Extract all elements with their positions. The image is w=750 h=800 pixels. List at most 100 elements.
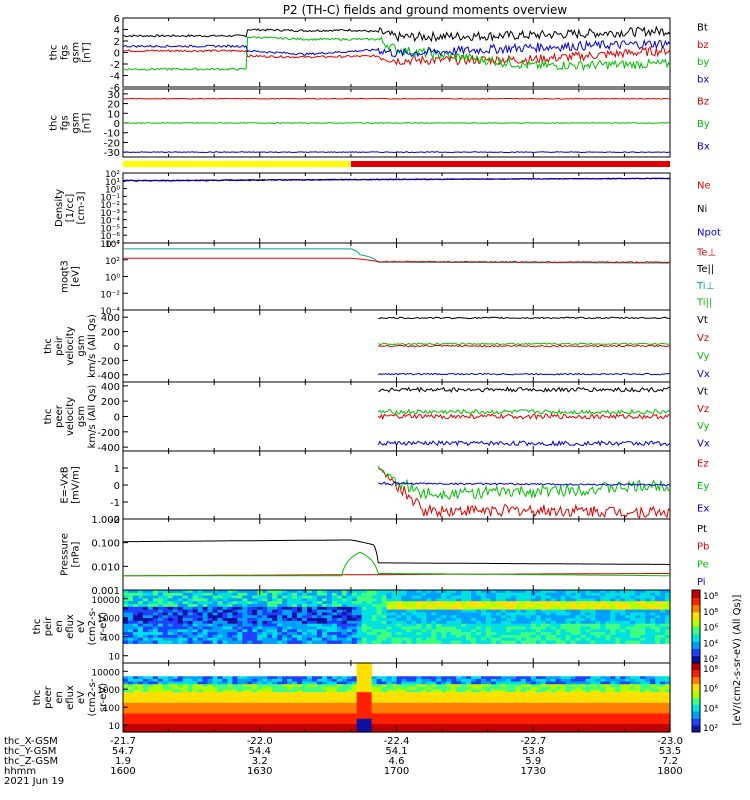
spectrogram-cell bbox=[461, 716, 467, 720]
spectrogram-cell bbox=[302, 618, 308, 622]
spectrogram-cell bbox=[570, 724, 577, 728]
spectrogram-cell bbox=[481, 689, 487, 693]
spectrogram-cell bbox=[650, 595, 656, 600]
spectrogram-cell bbox=[272, 637, 278, 642]
spectrogram-cell bbox=[446, 694, 452, 699]
spectrogram-cell bbox=[361, 681, 368, 685]
spectrogram-cell bbox=[321, 716, 328, 720]
colorbar-cell bbox=[692, 593, 700, 596]
spectrogram-cell bbox=[292, 615, 298, 619]
spectrogram-cell bbox=[346, 601, 353, 605]
spectrogram-cell bbox=[351, 637, 358, 642]
spectrogram-cell bbox=[182, 592, 189, 597]
spectrogram-cell bbox=[336, 618, 343, 622]
spectrogram-cell bbox=[391, 612, 398, 616]
spectrogram-cell bbox=[635, 632, 641, 636]
spectrogram-cell bbox=[476, 590, 482, 594]
spectrogram-cell bbox=[137, 718, 144, 722]
spectrogram-cell bbox=[381, 713, 388, 717]
spectrogram-cell bbox=[490, 692, 497, 696]
spectrogram-cell bbox=[212, 729, 219, 733]
spectrogram-cell bbox=[282, 702, 288, 707]
spectrogram-cell bbox=[267, 684, 273, 688]
spectrogram-cell bbox=[585, 713, 592, 717]
spectrogram-cell bbox=[620, 637, 626, 642]
spectrogram-cell bbox=[540, 718, 547, 722]
spectrogram-cell bbox=[530, 713, 537, 717]
spectrogram-cell bbox=[321, 705, 328, 709]
spectrogram-cell bbox=[630, 705, 636, 709]
spectrogram-cell bbox=[406, 606, 413, 611]
spectrogram-cell bbox=[510, 595, 517, 600]
spectrogram-cell bbox=[645, 694, 651, 699]
spectrogram-cell bbox=[550, 606, 557, 611]
spectrogram-cell bbox=[242, 637, 248, 642]
spectrogram-cell bbox=[515, 612, 522, 616]
spectrogram-cell bbox=[267, 692, 273, 696]
spectrogram-cell bbox=[540, 716, 547, 720]
spectrogram-cell bbox=[486, 692, 492, 696]
spectrogram-cell bbox=[351, 713, 358, 717]
spectrogram-cell bbox=[476, 726, 482, 730]
spectrogram-cell bbox=[471, 590, 477, 594]
spectrogram-cell bbox=[620, 632, 626, 636]
spectrogram-cell bbox=[466, 620, 472, 625]
spectrogram-cell bbox=[630, 592, 636, 597]
spectrogram-cell bbox=[426, 634, 432, 639]
spectrogram-cell bbox=[386, 590, 393, 594]
spectrogram-cell bbox=[192, 632, 199, 636]
spectrogram-cell bbox=[346, 726, 353, 730]
spectrogram-cell bbox=[426, 632, 432, 636]
spectrogram-cell bbox=[202, 686, 209, 691]
spectrogram-cell bbox=[366, 626, 373, 630]
spectrogram-cell bbox=[461, 694, 467, 699]
spectrogram-cell bbox=[341, 609, 348, 614]
spectrogram-cell bbox=[326, 618, 333, 622]
spectrogram-cell bbox=[272, 623, 278, 628]
spectrogram-cell bbox=[316, 694, 323, 699]
spectrogram-cell bbox=[560, 697, 567, 701]
spectrogram-cell bbox=[197, 692, 204, 696]
spectrogram-cell bbox=[471, 606, 477, 611]
spectrogram-cell bbox=[292, 700, 298, 704]
spectrogram-cell bbox=[227, 697, 233, 701]
spectrogram-cell bbox=[406, 708, 413, 712]
spectrogram-cell bbox=[590, 615, 597, 619]
spectrogram-cell bbox=[416, 721, 422, 725]
spectrogram-cell bbox=[127, 676, 134, 680]
spectrogram-cell bbox=[287, 620, 293, 625]
spectrogram-cell bbox=[172, 637, 179, 642]
spectrogram-cell bbox=[302, 716, 308, 720]
spectrogram-cell bbox=[575, 681, 582, 685]
spectrogram-cell bbox=[302, 684, 308, 688]
spectrogram-cell bbox=[123, 598, 129, 602]
spectrogram-cell bbox=[585, 598, 592, 602]
spectrogram-cell bbox=[326, 609, 333, 614]
spectrogram-cell bbox=[635, 724, 641, 728]
spectrogram-cell bbox=[292, 637, 298, 642]
spectrogram-cell bbox=[177, 686, 184, 691]
spectrogram-cell bbox=[297, 689, 303, 693]
spectrogram-cell bbox=[625, 626, 631, 630]
spectrogram-cell bbox=[123, 592, 129, 597]
spectrogram-cell bbox=[132, 726, 139, 730]
spectrogram-cell bbox=[436, 700, 442, 704]
spectrogram-cell bbox=[232, 618, 238, 622]
spectrogram-cell bbox=[351, 634, 358, 639]
spectrogram-cell bbox=[660, 626, 666, 630]
spectrogram-cell bbox=[366, 684, 373, 688]
spectrogram-cell bbox=[123, 681, 129, 685]
spectrogram-cell bbox=[202, 609, 209, 614]
spectrogram-cell bbox=[192, 623, 199, 628]
spectrogram-cell bbox=[560, 689, 567, 693]
spectrogram-cell bbox=[346, 724, 353, 728]
spectrogram-cell bbox=[421, 710, 427, 715]
spectrogram-cell bbox=[461, 595, 467, 600]
spectrogram-cell bbox=[376, 615, 383, 619]
spectrogram-cell bbox=[167, 601, 174, 605]
spectrogram-cell bbox=[222, 598, 229, 602]
spectrogram-cell bbox=[555, 710, 562, 715]
spectrogram-cell bbox=[525, 710, 532, 715]
spectrogram-cell bbox=[461, 592, 467, 597]
spectrogram-cell bbox=[396, 724, 403, 728]
